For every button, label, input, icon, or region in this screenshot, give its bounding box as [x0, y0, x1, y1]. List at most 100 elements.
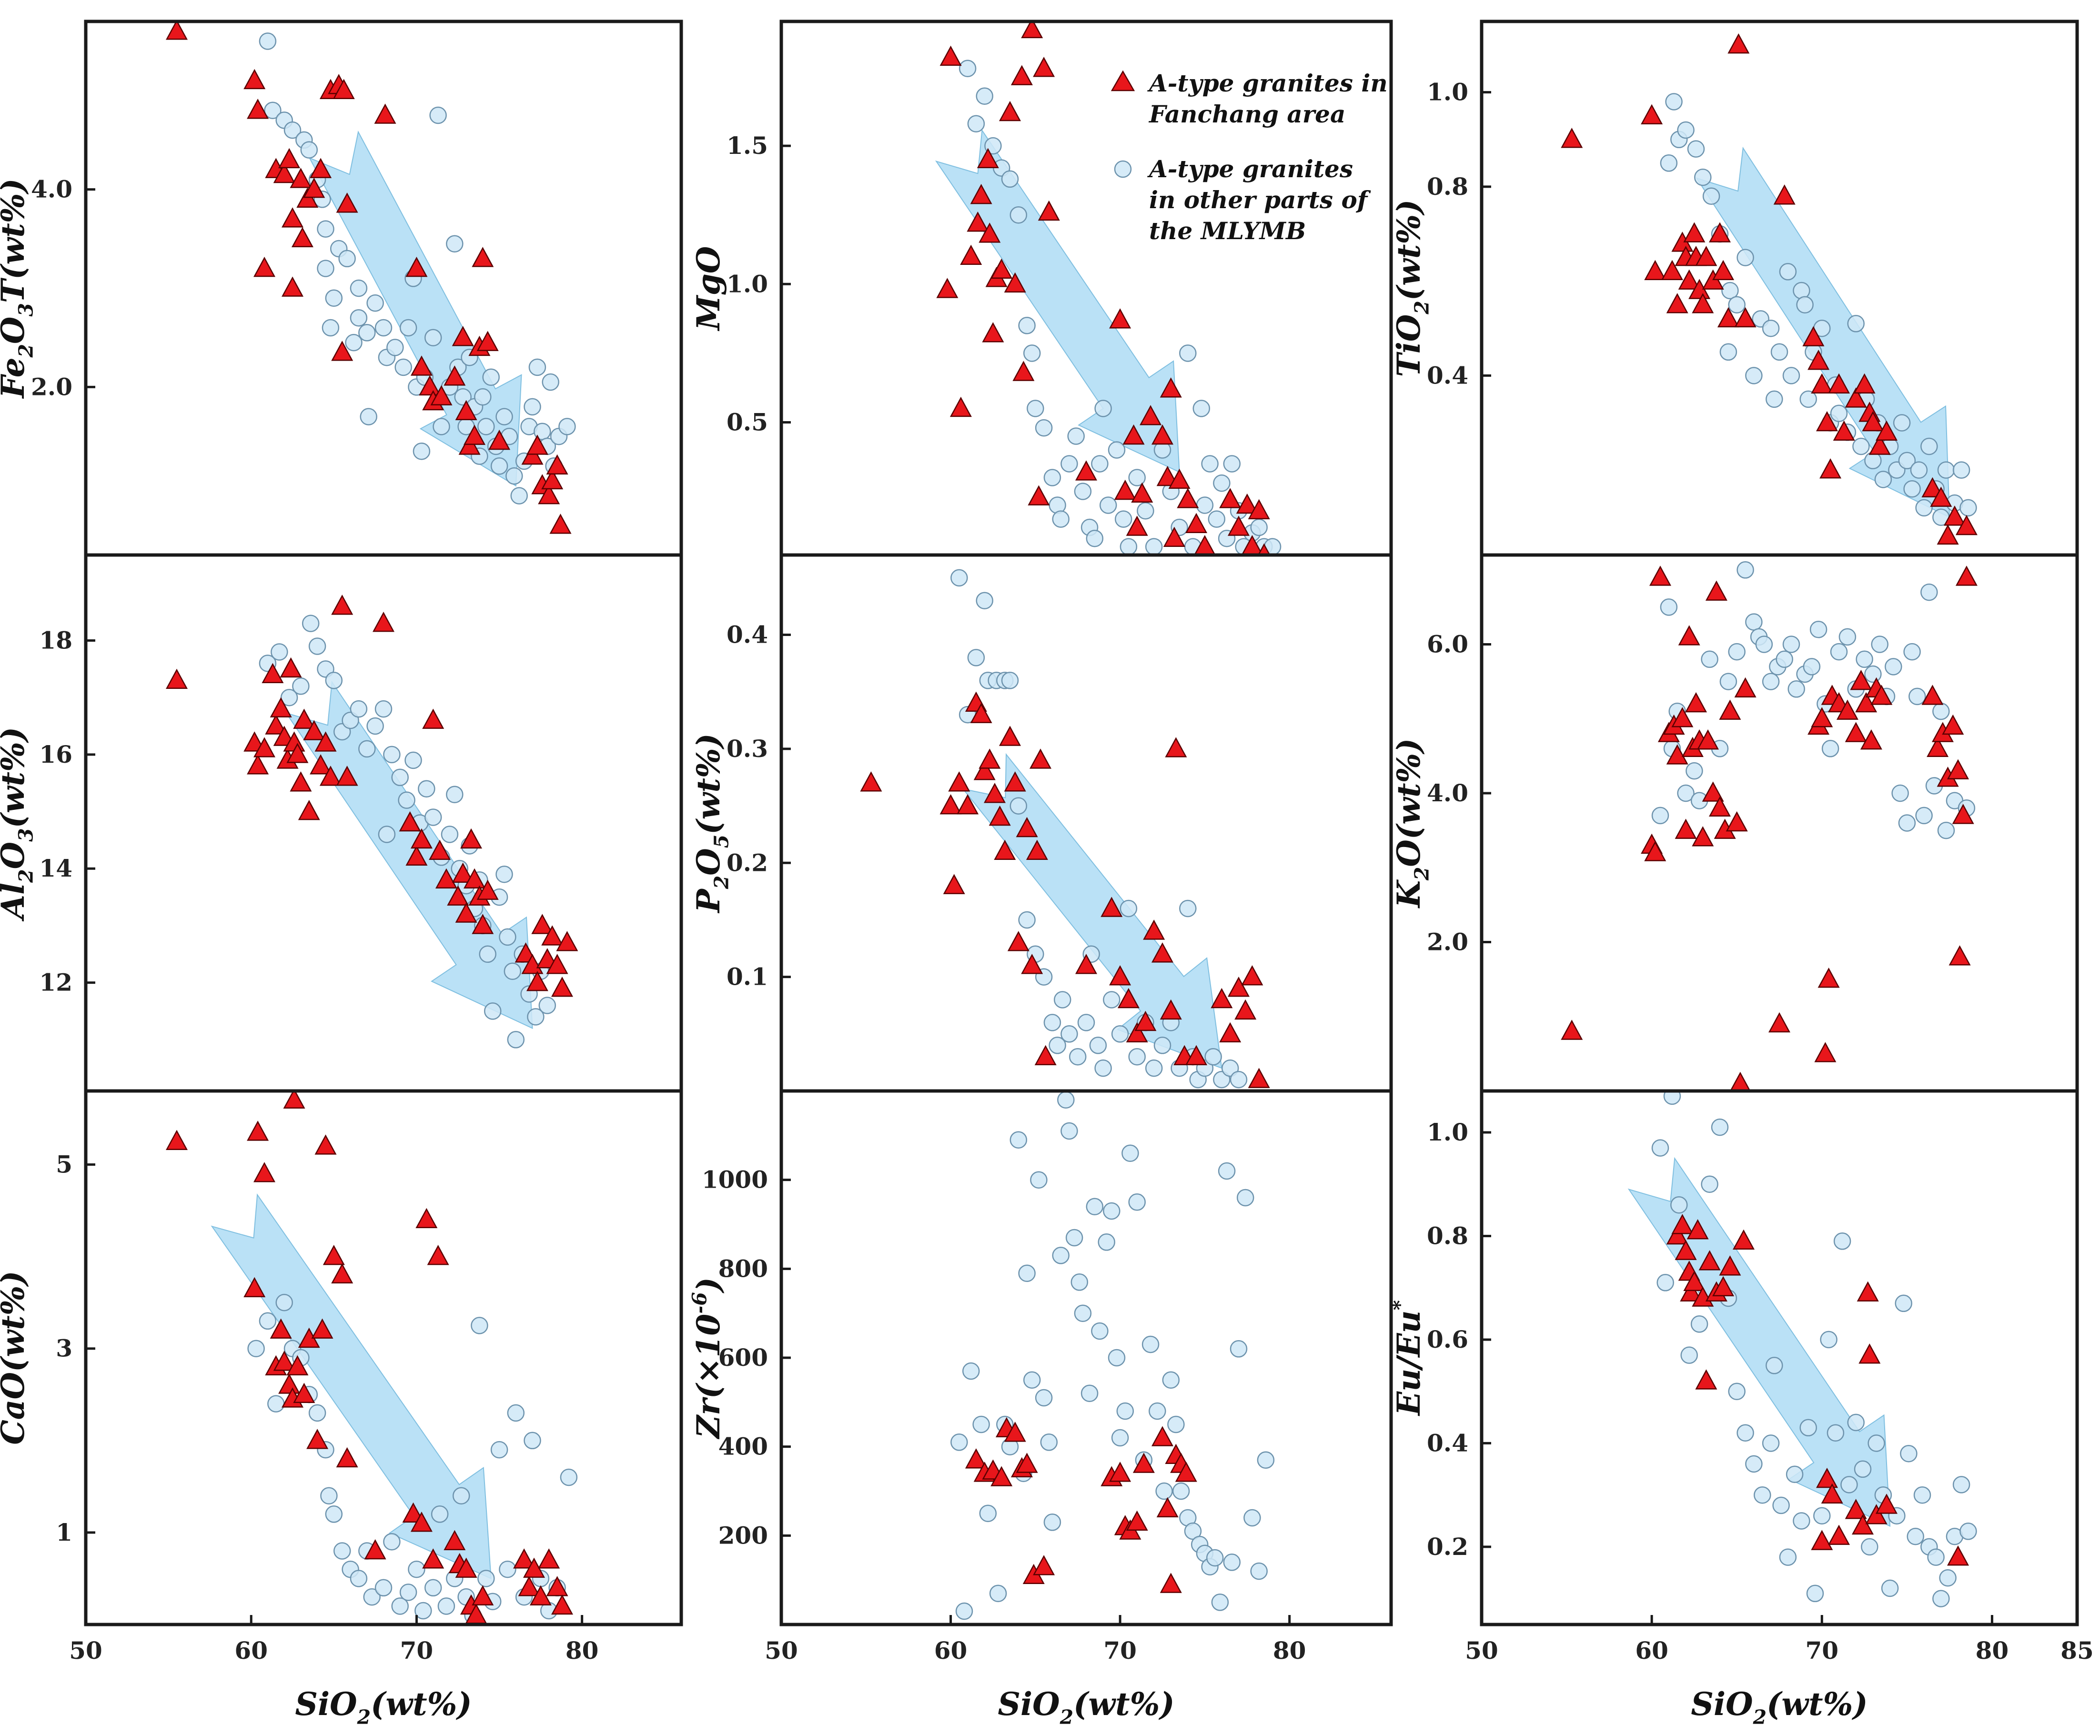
- al2o3-circle-point: [527, 1008, 545, 1026]
- p2o5-circle-point: [1049, 1037, 1066, 1054]
- eu-circle-point: [1772, 1496, 1790, 1514]
- p2o5-circle-point: [1204, 1048, 1222, 1066]
- zr-circle-point: [1086, 1198, 1104, 1215]
- fe2o3-triangle-point: [165, 21, 188, 40]
- fe2o3-circle-point: [524, 398, 541, 416]
- fe2o3-ylabel: Fe2O3T(wt%): [0, 178, 37, 399]
- p2o5-triangle-point: [860, 771, 882, 792]
- zr-circle-point: [1018, 1264, 1036, 1282]
- al2o3-triangle-point: [165, 668, 188, 689]
- al2o3-circle-point: [504, 962, 522, 980]
- tio2-circle-point: [1779, 263, 1797, 281]
- k2o-triangle-point: [1927, 737, 1949, 757]
- al2o3-triangle-point: [293, 708, 315, 729]
- fe2o3-circle-point: [386, 339, 404, 356]
- mgo-circle-point: [1074, 483, 1092, 500]
- mgo-circle-point: [1086, 529, 1104, 547]
- cao-circle-point: [424, 1579, 442, 1597]
- fe2o3-triangle-point: [278, 148, 301, 169]
- mgo-triangle-point: [949, 396, 972, 417]
- mgo-triangle-point: [960, 244, 982, 265]
- al2o3-triangle-point: [546, 954, 568, 974]
- eu-circle-point: [1711, 1118, 1729, 1136]
- k2o-circle-point: [1885, 658, 1902, 676]
- eu-frame: [1480, 1089, 2079, 1626]
- fe2o3-circle-point: [283, 121, 302, 139]
- k2o-ytick-label: 4.0: [1427, 779, 1468, 807]
- k2o-circle-point: [1755, 636, 1773, 653]
- fe2o3-triangle-point: [405, 256, 428, 277]
- legend-triangle-marker: [1111, 70, 1135, 91]
- k2o-triangle-point: [1811, 707, 1833, 727]
- fe2o3-ytick-label: 2.0: [31, 373, 72, 401]
- al2o3-triangle-point: [336, 766, 358, 786]
- p2o5-triangle-point: [943, 874, 965, 894]
- k2o-triangle-point: [1949, 945, 1971, 966]
- al2o3-triangle-point: [521, 954, 544, 974]
- mgo-triangle-point: [1012, 361, 1035, 381]
- fe2o3-circle-point: [474, 388, 492, 406]
- mgo-circle-point: [1035, 419, 1053, 437]
- tio2-triangle-point: [1943, 505, 1966, 526]
- eu-circle-point: [1737, 1424, 1754, 1442]
- cao-ytick-label: 1: [56, 1518, 72, 1546]
- k2o-triangle-point: [1705, 580, 1727, 601]
- k2o-triangle-point: [1692, 826, 1714, 847]
- eu-circle-point: [1701, 1175, 1718, 1193]
- p2o5-triangle-point: [1143, 919, 1165, 940]
- fe2o3-circle-point: [542, 373, 559, 391]
- eu-circle-point: [1813, 1507, 1831, 1524]
- fe2o3-circle-point: [558, 418, 576, 435]
- al2o3-circle-point: [302, 615, 320, 632]
- k2o-triangle-point: [1561, 1019, 1583, 1040]
- mgo-trend-arrow: [935, 129, 1180, 473]
- eu-circle-point: [1670, 1196, 1688, 1214]
- cao-triangle-point: [336, 1447, 358, 1468]
- p2o5-triangle-point: [1029, 748, 1052, 769]
- zr-circle-point: [1218, 1162, 1236, 1180]
- tio2-circle-point: [1903, 480, 1921, 498]
- cao-circle-point: [350, 1570, 368, 1587]
- k2o-circle-point: [1915, 807, 1933, 825]
- fe2o3-triangle-point: [247, 99, 269, 119]
- fe2o3-triangle-point: [281, 207, 304, 228]
- cao-circle-point: [431, 1505, 449, 1523]
- al2o3-circle-point: [391, 768, 409, 787]
- mgo-triangle-point: [1236, 493, 1258, 514]
- eu-triangle-point: [1675, 1240, 1697, 1260]
- eu-triangle-point: [1851, 1514, 1874, 1535]
- fe2o3-triangle-point: [296, 187, 319, 208]
- legend-circle-line-3: the MLYMB: [1149, 217, 1306, 245]
- al2o3-ytick-label: 12: [39, 969, 72, 997]
- zr-circle-point: [1121, 1144, 1139, 1162]
- cao-xlabel: SiO2(wt%): [295, 1686, 472, 1728]
- k2o-circle-point: [1821, 740, 1839, 757]
- zr-circle-point: [1091, 1322, 1109, 1340]
- k2o-triangle-point: [1719, 699, 1741, 720]
- zr-circle-point: [1116, 1402, 1134, 1420]
- k2o-circle-point: [1932, 702, 1950, 720]
- tio2-circle-point: [1864, 452, 1882, 470]
- mgo-circle-point: [976, 87, 993, 105]
- fe2o3-triangle-point: [488, 429, 511, 450]
- panel-zr: 200 400 600 800 1000 50 60 70 80 Zr(×10-6) SiO2(wt…: [688, 1089, 1393, 1728]
- k2o-triangle-point: [1870, 685, 1893, 705]
- p2o5-triangle-point: [1034, 1045, 1057, 1065]
- al2o3-triangle-point: [447, 885, 469, 906]
- eu-triangle-point: [1811, 1530, 1833, 1550]
- tio2-circle-point: [1893, 414, 1911, 432]
- p2o5-ytick-label: 0.2: [727, 848, 768, 877]
- panel-cao: 1 3 5 50 60 70 80 CaO(wt%) SiO2(wt%): [0, 1089, 683, 1728]
- fe2o3-triangle-point: [310, 158, 332, 178]
- fe2o3-triangle-point: [541, 469, 564, 490]
- tio2-ytick-label: 0.4: [1427, 361, 1468, 389]
- mgo-triangle-point: [982, 322, 1004, 343]
- k2o-triangle-point: [1678, 625, 1700, 646]
- eu-triangle-point: [1692, 1286, 1714, 1307]
- eu-xlabel: SiO2(wt%): [1691, 1686, 1868, 1728]
- eu-circle-point: [1833, 1232, 1851, 1250]
- cao-circle-point: [499, 1560, 516, 1578]
- tio2-circle-point: [1728, 296, 1746, 313]
- al2o3-triangle-point: [463, 868, 486, 888]
- zr-ytick-label: 600: [718, 1343, 768, 1372]
